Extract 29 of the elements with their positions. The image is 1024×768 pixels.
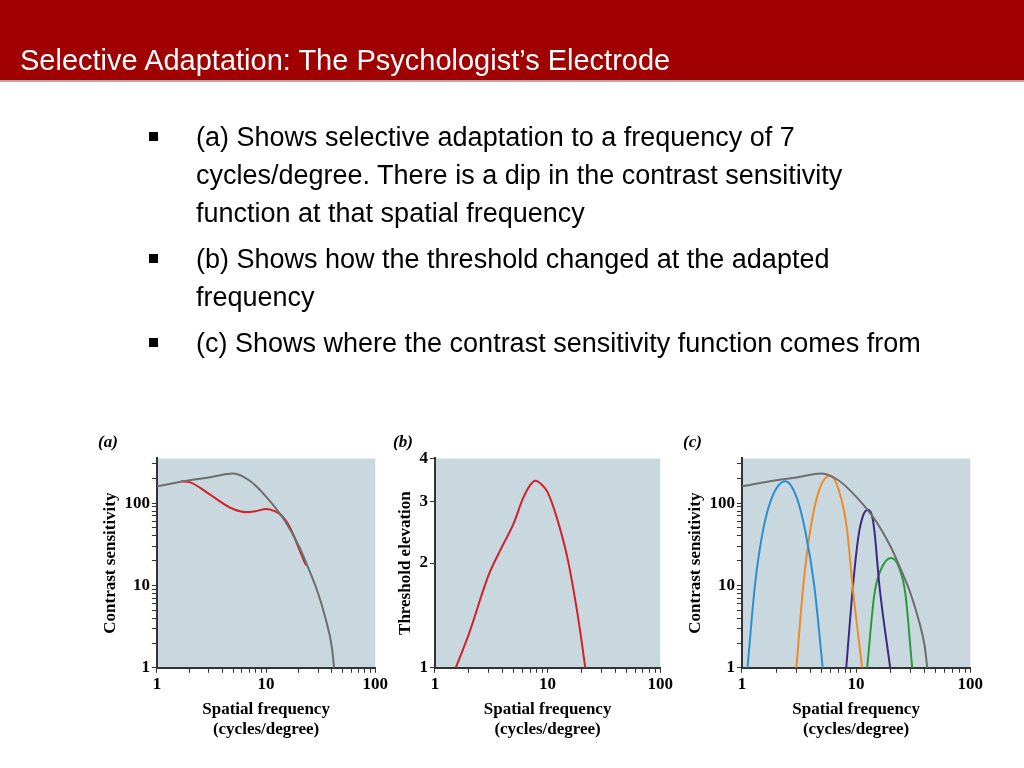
x-axis-title: Spatial frequency (cycles/degree) bbox=[202, 698, 331, 739]
y-tick-label: 1 bbox=[141, 657, 150, 677]
y-tick-label: 4 bbox=[419, 447, 429, 467]
y-tick-label: 1 bbox=[726, 657, 735, 677]
x-tick-label: 10 bbox=[539, 674, 557, 694]
y-tick-label: 10 bbox=[132, 574, 150, 594]
y-tick-label: 10 bbox=[717, 574, 735, 594]
y-tick-label: 1 bbox=[419, 657, 428, 677]
y-tick-label: 2 bbox=[419, 552, 428, 572]
y-tick-label: 3 bbox=[419, 491, 428, 511]
y-axis-title: Contrast sensitivity bbox=[684, 492, 704, 634]
text: Selective Adaptation: The Psychologist’s Electrode bbox=[20, 44, 671, 77]
chart-title: (c) bbox=[683, 431, 702, 451]
x-axis-title: Spatial frequency (cycles/degree) bbox=[792, 698, 921, 739]
y-tick-label: 100 bbox=[124, 492, 150, 512]
text: (c) Shows where the contrast sensitivity function comes from bbox=[195, 327, 922, 360]
y-axis-title: Contrast sensitivity bbox=[99, 492, 119, 634]
text: (b) Shows how the threshold changed at the adapted frequency bbox=[195, 243, 831, 314]
chart-title: (a) bbox=[98, 431, 118, 451]
text: (a) Shows selective adaptation to a frequency of 7 cycles/degree. There is a dip in the contrast sensitivity function at that spatial frequency bbox=[195, 121, 844, 230]
x-tick-label: 100 bbox=[957, 674, 983, 694]
x-axis-title: Spatial frequency (cycles/degree) bbox=[483, 698, 612, 739]
x-tick-label: 100 bbox=[362, 674, 388, 694]
x-tick-label: 10 bbox=[257, 674, 275, 694]
y-tick-label: 100 bbox=[709, 492, 735, 512]
chart-title: (b) bbox=[393, 431, 413, 451]
x-tick-label: 100 bbox=[647, 674, 673, 694]
x-tick-label: 10 bbox=[847, 674, 865, 694]
y-axis-title: Threshold elevation bbox=[394, 490, 414, 635]
